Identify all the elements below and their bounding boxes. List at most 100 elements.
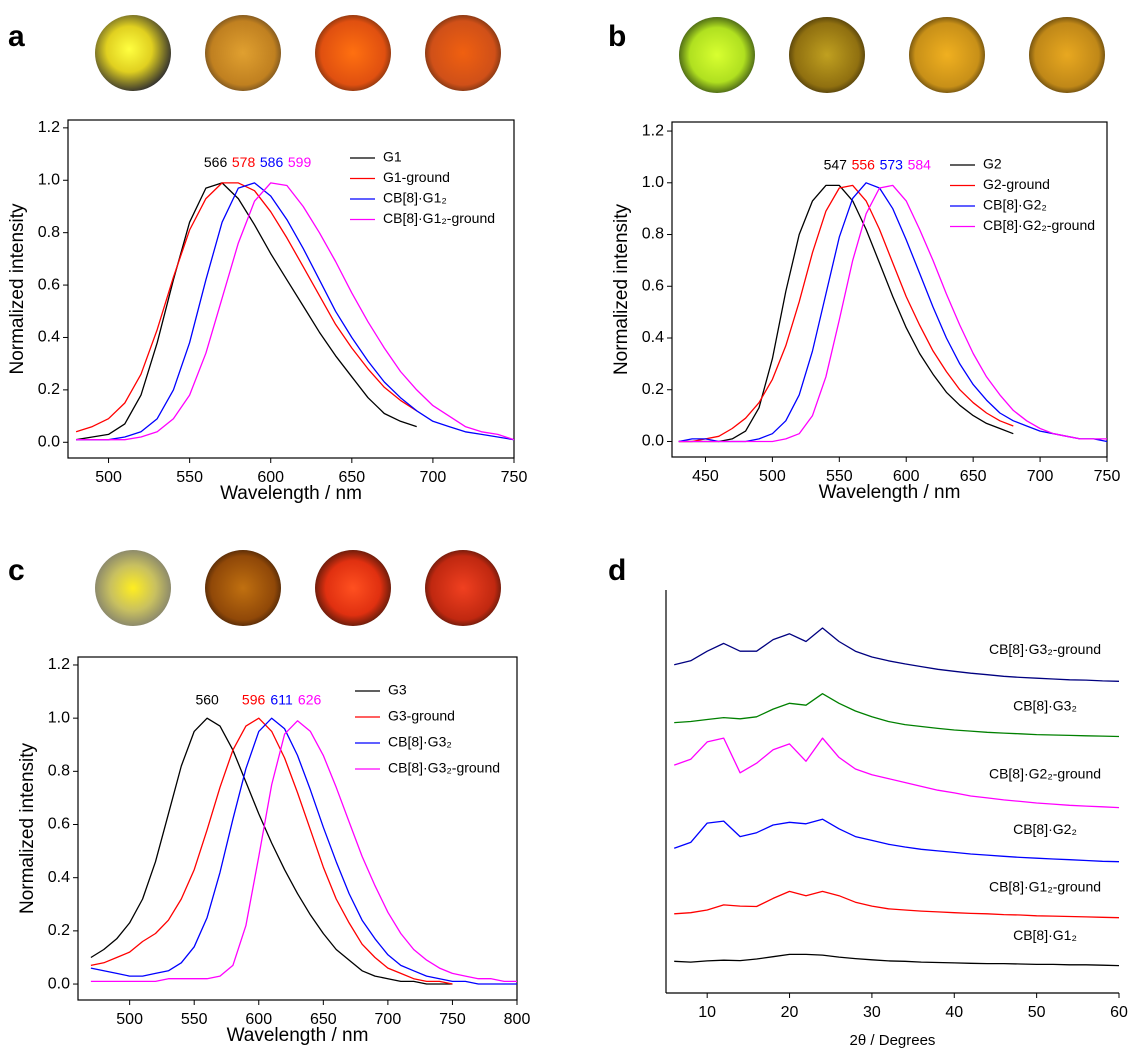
y-axis-title: Normalized intensity xyxy=(7,203,28,375)
peak-label: 599 xyxy=(288,154,312,170)
legend-label: G3-ground xyxy=(388,708,455,724)
x-tick-label: 500 xyxy=(95,469,122,486)
x-tick-label: 10 xyxy=(698,1004,716,1021)
legend-label: CB[8]·G3₂-ground xyxy=(388,760,500,776)
plot-frame xyxy=(77,656,518,1001)
series-line xyxy=(674,890,1120,919)
sample-photo xyxy=(95,15,171,91)
x-axis-title: Wavelength / nm xyxy=(220,483,362,504)
y-tick-label: 0.2 xyxy=(642,381,664,398)
x-tick-label: 600 xyxy=(257,469,284,486)
series-line xyxy=(673,818,1120,863)
y-tick-label: 0.8 xyxy=(642,226,664,243)
y-axis-title: Normalized intensity xyxy=(611,203,632,375)
x-tick-label: 650 xyxy=(960,468,987,485)
peak-label: 584 xyxy=(908,157,932,173)
series-line xyxy=(76,182,515,441)
x-axis-title: Wavelength / nm xyxy=(819,482,961,503)
series-line xyxy=(674,953,1120,967)
peak-label: 566 xyxy=(204,154,228,170)
y-tick-label: 0.8 xyxy=(38,224,60,241)
y-axis-title: Normalized intensity xyxy=(17,742,38,914)
sample-photo xyxy=(95,550,171,626)
plot-frame xyxy=(671,121,1108,458)
x-tick-label: 550 xyxy=(181,1011,208,1028)
x-tick-label: 550 xyxy=(826,468,853,485)
legend-label: CB[8]·G2₂-ground xyxy=(983,217,1095,233)
x-tick-label: 30 xyxy=(863,1004,881,1021)
peak-label: 611 xyxy=(270,692,293,708)
trace-label: CB[8]·G2₂-ground xyxy=(989,766,1101,782)
panel-letter: b xyxy=(608,20,626,53)
y-tick-label: 0.0 xyxy=(48,975,70,992)
series-line xyxy=(76,182,515,441)
series-line xyxy=(90,717,453,985)
x-tick-label: 500 xyxy=(116,1011,143,1028)
series-line xyxy=(90,717,453,985)
peak-label: 560 xyxy=(195,692,219,708)
series-line xyxy=(90,720,517,983)
peak-label: 578 xyxy=(232,154,256,170)
x-tick-label: 600 xyxy=(245,1011,272,1028)
y-tick-label: 0.0 xyxy=(38,433,60,450)
series-line xyxy=(678,182,1108,443)
legend-label: CB[8]·G2₂ xyxy=(983,197,1047,213)
x-tick-label: 600 xyxy=(893,468,920,485)
series-line xyxy=(678,184,1107,443)
panel-letter: d xyxy=(608,554,626,587)
x-tick-label: 700 xyxy=(375,1011,402,1028)
x-tick-label: 450 xyxy=(692,468,719,485)
peak-label: 586 xyxy=(260,154,284,170)
peak-label: 547 xyxy=(824,157,848,173)
y-tick-label: 0.6 xyxy=(642,277,664,294)
legend-label: CB[8]·G1₂-ground xyxy=(383,210,495,226)
y-tick-label: 1.0 xyxy=(642,174,664,191)
y-tick-label: 1.2 xyxy=(38,119,60,136)
y-tick-label: 0.6 xyxy=(48,816,70,833)
peak-label: 573 xyxy=(880,157,904,173)
sample-photo xyxy=(205,15,281,91)
peak-label: 626 xyxy=(298,692,322,708)
series-line xyxy=(673,737,1120,809)
sample-photo xyxy=(1029,17,1105,93)
legend-label: G2-ground xyxy=(983,176,1050,192)
series-line xyxy=(90,717,517,985)
series-line xyxy=(674,627,1120,682)
legend-label: G3 xyxy=(388,682,407,698)
x-tick-label: 40 xyxy=(945,1004,963,1021)
y-tick-label: 1.2 xyxy=(642,122,664,139)
legend-label: CB[8]·G3₂ xyxy=(388,734,452,750)
series-line xyxy=(75,182,417,441)
legend-label: G1-ground xyxy=(383,169,450,185)
legend-label: G1 xyxy=(383,149,402,165)
sample-photo xyxy=(425,550,501,626)
trace-label: CB[8]·G1₂ xyxy=(1013,927,1077,943)
x-tick-label: 50 xyxy=(1028,1004,1046,1021)
plot-frame xyxy=(67,119,515,459)
trace-label: CB[8]·G2₂ xyxy=(1013,821,1077,837)
x-tick-label: 750 xyxy=(1094,468,1121,485)
peak-label: 556 xyxy=(852,157,876,173)
sample-photo xyxy=(679,17,755,93)
x-tick-label: 650 xyxy=(338,469,365,486)
trace-label: CB[8]·G3₂ xyxy=(1013,697,1077,713)
y-tick-label: 0.4 xyxy=(642,329,664,346)
sample-photo xyxy=(205,550,281,626)
x-tick-label: 750 xyxy=(501,469,528,486)
y-tick-label: 1.0 xyxy=(48,709,70,726)
x-axis-title: 2θ / Degrees xyxy=(850,1032,936,1049)
sample-photo xyxy=(909,17,985,93)
sample-photo xyxy=(315,550,391,626)
x-tick-label: 500 xyxy=(759,468,786,485)
y-tick-label: 1.0 xyxy=(38,171,60,188)
x-axis-title: Wavelength / nm xyxy=(227,1025,369,1046)
panel-letter: c xyxy=(8,554,25,587)
x-tick-label: 20 xyxy=(781,1004,799,1021)
series-line xyxy=(674,693,1120,738)
sample-photo xyxy=(789,17,865,93)
sample-photo xyxy=(425,15,501,91)
x-tick-label: 700 xyxy=(420,469,447,486)
trace-label: CB[8]·G1₂-ground xyxy=(989,878,1101,894)
x-tick-label: 800 xyxy=(504,1011,531,1028)
panel-letter: a xyxy=(8,20,25,53)
